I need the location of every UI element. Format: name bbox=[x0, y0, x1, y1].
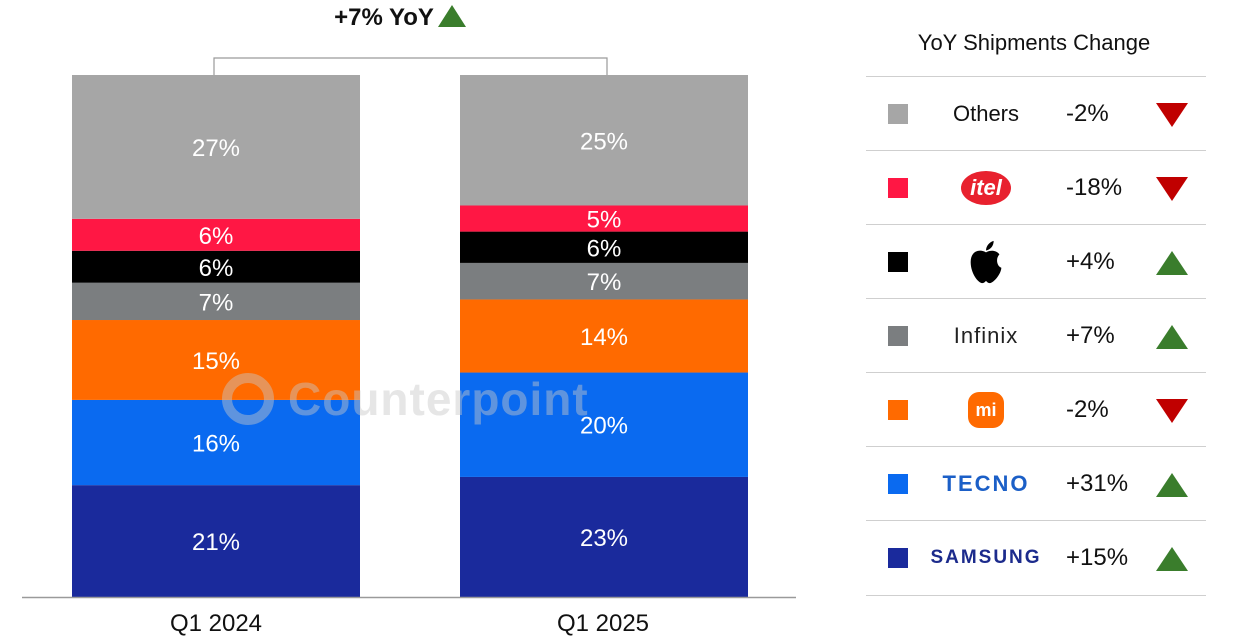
up-triangle-icon bbox=[1156, 251, 1188, 275]
data-label-apple-0: 6% bbox=[199, 255, 234, 282]
legend-row-itel: itel -18% bbox=[866, 150, 1206, 225]
up-triangle-icon bbox=[1156, 473, 1188, 497]
legend-row-tecno: TECNO +31% bbox=[866, 446, 1206, 521]
legend-swatch-apple bbox=[888, 252, 908, 272]
legend-swatch-samsung bbox=[888, 548, 908, 568]
brand-tecno-logo: TECNO bbox=[940, 447, 1032, 521]
bar-segment-infinix-1 bbox=[460, 262, 748, 300]
data-label-xiaomi-0: 15% bbox=[192, 348, 240, 375]
legend-change-apple: +4% bbox=[1066, 248, 1115, 275]
yoy-bracket bbox=[213, 57, 608, 75]
bar-segment-others-0 bbox=[72, 75, 360, 219]
up-triangle-icon bbox=[1156, 547, 1188, 571]
overall-yoy-change: +7% YoY bbox=[300, 4, 500, 32]
apple-logo-icon bbox=[970, 240, 1002, 284]
up-triangle-icon bbox=[1156, 325, 1188, 349]
bar-segment-tecno-1 bbox=[460, 372, 748, 477]
legend-change-samsung: +15% bbox=[1066, 544, 1129, 571]
legend-change-infinix: +7% bbox=[1066, 322, 1115, 349]
xiaomi-logo-icon: mi bbox=[968, 392, 1004, 428]
legend-row-xiaomi: mi -2% bbox=[866, 372, 1206, 447]
x-tick-label-q1-2025: Q1 2025 bbox=[556, 610, 650, 637]
legend-swatch-others bbox=[888, 104, 908, 124]
itel-logo-icon: itel bbox=[954, 165, 1018, 211]
legend-change-tecno: +31% bbox=[1066, 470, 1129, 497]
data-label-samsung-0: 21% bbox=[192, 529, 240, 556]
brand-xiaomi-logo: mi bbox=[940, 373, 1032, 447]
data-label-infinix-1: 7% bbox=[587, 269, 622, 296]
legend-title: YoY Shipments Change bbox=[917, 30, 1151, 55]
bar-segment-tecno-0 bbox=[72, 399, 360, 486]
legend-row-infinix: Infinix +7% bbox=[866, 298, 1206, 373]
bar-segment-apple-0 bbox=[72, 250, 360, 283]
up-triangle-icon bbox=[437, 5, 466, 27]
legend-swatch-xiaomi bbox=[888, 400, 908, 420]
down-triangle-icon bbox=[1156, 103, 1188, 127]
x-tick-label-q1-2024: Q1 2024 bbox=[169, 610, 263, 637]
tecno-logo-text: TECNO bbox=[942, 471, 1030, 496]
data-label-itel-0: 6% bbox=[199, 223, 234, 250]
bar-segment-xiaomi-0 bbox=[72, 320, 360, 400]
data-label-others-0: 27% bbox=[192, 135, 240, 162]
down-triangle-icon bbox=[1156, 399, 1188, 423]
legend-row-others: Others -2% bbox=[866, 76, 1206, 151]
stacked-bar-chart: 21%16%15%7%6%6%27%23%20%14%7%6%5%25% bbox=[22, 57, 796, 599]
legend-swatch-tecno bbox=[888, 474, 908, 494]
xiaomi-logo-text: mi bbox=[975, 399, 997, 420]
down-triangle-icon bbox=[1156, 177, 1188, 201]
brand-others-label: Others bbox=[952, 101, 1020, 126]
bar-segment-others-1 bbox=[460, 75, 748, 206]
overall-yoy-label: +7% YoY bbox=[334, 4, 434, 31]
legend-row-samsung: SAMSUNG +15% bbox=[866, 520, 1206, 596]
bar-segment-xiaomi-1 bbox=[460, 299, 748, 373]
bar-segment-itel-0 bbox=[72, 218, 360, 251]
data-label-samsung-1: 23% bbox=[580, 525, 628, 552]
brand-others: Others bbox=[940, 77, 1032, 151]
brand-infinix-logo: Infinix bbox=[940, 299, 1032, 373]
legend-swatch-infinix bbox=[888, 326, 908, 346]
samsung-logo-text: SAMSUNG bbox=[930, 547, 1042, 568]
bar-segment-samsung-0 bbox=[72, 485, 360, 597]
bar-segment-samsung-1 bbox=[460, 476, 748, 597]
data-label-infinix-0: 7% bbox=[199, 289, 234, 316]
legend-swatch-itel bbox=[888, 178, 908, 198]
legend-change-itel: -18% bbox=[1066, 174, 1123, 201]
brand-apple-logo bbox=[940, 225, 1032, 299]
legend-row-apple: +4% bbox=[866, 224, 1206, 299]
data-label-tecno-0: 16% bbox=[192, 431, 240, 458]
data-label-tecno-1: 20% bbox=[580, 413, 628, 440]
infinix-logo-text: Infinix bbox=[953, 323, 1019, 348]
data-label-itel-1: 5% bbox=[587, 207, 622, 234]
brand-itel-logo: itel bbox=[940, 151, 1032, 225]
data-label-apple-1: 6% bbox=[587, 235, 622, 262]
itel-logo-text: itel bbox=[961, 171, 1011, 205]
bar-segment-itel-1 bbox=[460, 205, 748, 232]
legend-change-xiaomi: -2% bbox=[1066, 396, 1109, 423]
data-label-others-1: 25% bbox=[580, 128, 628, 155]
brand-samsung-logo: SAMSUNG bbox=[930, 521, 1039, 595]
data-label-xiaomi-1: 14% bbox=[580, 324, 628, 351]
legend-change-others: -2% bbox=[1066, 100, 1109, 127]
bar-segment-infinix-0 bbox=[72, 282, 360, 321]
bar-segment-apple-1 bbox=[460, 231, 748, 263]
